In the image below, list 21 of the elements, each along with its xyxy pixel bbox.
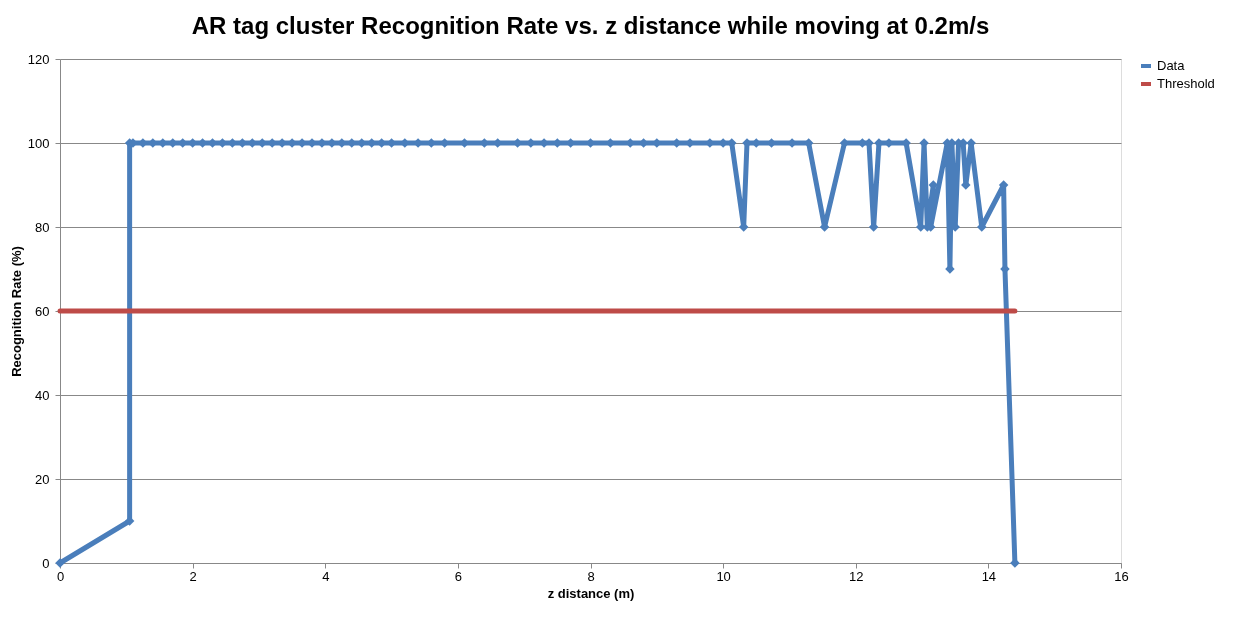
x-tick-label: 4 <box>322 568 330 584</box>
y-tick-label: 0 <box>42 555 50 571</box>
x-tick-label: 8 <box>587 568 595 584</box>
x-tick-label: 14 <box>981 568 997 584</box>
x-tick-label: 2 <box>189 568 197 584</box>
y-tick-label: 100 <box>27 135 50 151</box>
x-tick-label: 6 <box>454 568 462 584</box>
chart-title: AR tag cluster Recognition Rate vs. z distance while moving at 0.2m/s <box>191 12 990 39</box>
y-tick-label: 40 <box>35 387 50 403</box>
legend-label: Threshold <box>1157 76 1215 91</box>
x-tick-label: 0 <box>56 568 65 584</box>
y-tick-label: 60 <box>35 303 50 319</box>
x-tick-label: 10 <box>716 568 731 584</box>
x-tick-label: 16 <box>1114 568 1129 584</box>
y-axis-title: Recognition Rate (%) <box>8 246 24 377</box>
y-tick-label: 80 <box>35 219 50 235</box>
legend-label: Data <box>1157 58 1186 73</box>
y-tick-label: 20 <box>35 471 50 487</box>
x-axis-title: z distance (m) <box>547 585 635 601</box>
y-tick-label: 120 <box>27 51 50 67</box>
x-tick-label: 12 <box>849 568 864 584</box>
